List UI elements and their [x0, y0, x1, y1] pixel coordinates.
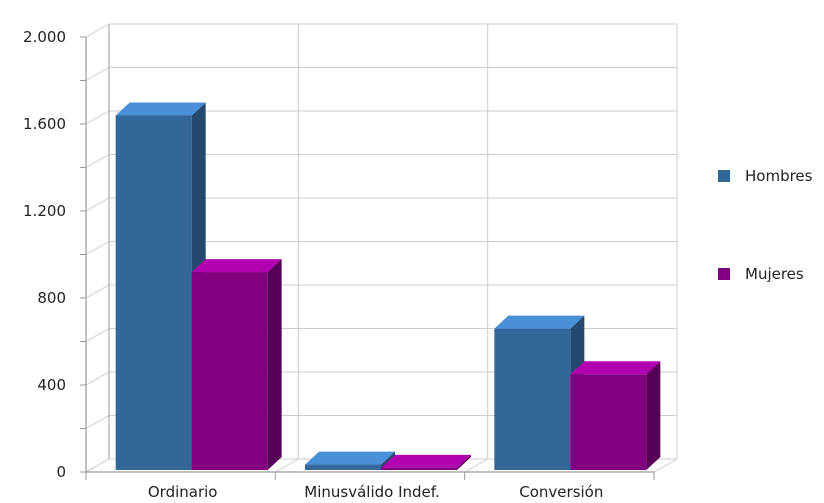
bar-top [494, 315, 585, 329]
gridline-depth [85, 284, 110, 299]
bar-top [570, 361, 661, 375]
gridline-depth [85, 154, 110, 168]
legend-item: Mujeres [718, 265, 804, 283]
legend-label: Hombres [745, 167, 813, 185]
x-axis-categories: Ordinario Minusválido Indef. Conversión [85, 472, 655, 501]
bar [191, 259, 282, 470]
x-category-label: Minusválido Indef. [304, 483, 439, 501]
y-tick-label: 1.600 [23, 115, 66, 133]
legend-swatch [718, 170, 730, 182]
gridline-floor [464, 458, 488, 473]
bar-side [457, 454, 471, 470]
bar-front [305, 464, 381, 470]
gridline-depth [85, 371, 110, 386]
y-tick-label: 0 [56, 463, 66, 481]
gridline-depth [85, 241, 110, 255]
legend-label: Mujeres [745, 265, 804, 283]
bar-front [191, 272, 268, 470]
x-category-label: Conversión [519, 483, 603, 501]
bar [305, 451, 395, 470]
bars [115, 102, 661, 470]
bar-top [115, 102, 206, 116]
bar-side [646, 361, 661, 470]
gridline-floor [85, 458, 110, 473]
bar [494, 315, 585, 470]
legend-item: Hombres [718, 167, 813, 185]
legend-swatch [718, 268, 730, 280]
bar-front [381, 467, 457, 470]
bar [115, 102, 206, 470]
gridline-depth [85, 328, 110, 342]
bar-front [494, 328, 571, 470]
x-category-label: Ordinario [148, 483, 218, 501]
bar [570, 361, 661, 470]
legend: Hombres Mujeres [718, 167, 813, 283]
y-tick-label: 800 [37, 289, 66, 307]
y-tick-label: 1.200 [23, 202, 66, 220]
bar-front [115, 115, 192, 470]
gridline-floor [653, 458, 678, 473]
bar-top [381, 454, 471, 468]
gridline-depth [85, 197, 110, 212]
gridline-depth [85, 67, 110, 81]
bar-side [267, 259, 282, 470]
bar-front [570, 374, 647, 470]
gridline-depth [85, 23, 110, 38]
y-axis-ticks: 0 400 800 1.200 1.600 2.000 [23, 28, 86, 481]
gridline-floor [275, 458, 299, 473]
gridline-depth [85, 110, 110, 125]
bar [381, 454, 471, 470]
bar-top [305, 451, 395, 465]
y-tick-label: 2.000 [23, 28, 66, 46]
y-tick-label: 400 [37, 376, 66, 394]
bar-top [191, 259, 282, 273]
gridline-depth [85, 415, 110, 429]
